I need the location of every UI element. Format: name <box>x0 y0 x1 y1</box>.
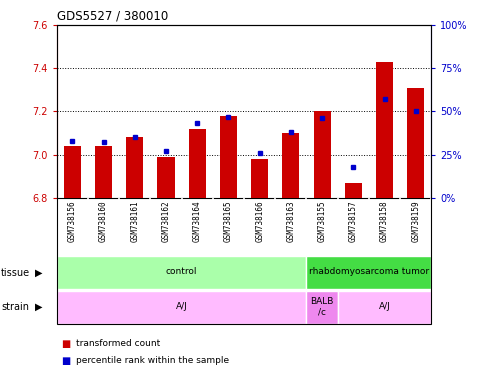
Text: GSM738166: GSM738166 <box>255 200 264 242</box>
Bar <box>95 146 112 198</box>
Bar <box>189 129 206 198</box>
Bar <box>307 256 431 289</box>
Text: GSM738157: GSM738157 <box>349 200 358 242</box>
Bar <box>57 291 307 324</box>
Text: GSM738162: GSM738162 <box>162 200 171 242</box>
Text: tissue: tissue <box>1 268 30 278</box>
Text: percentile rank within the sample: percentile rank within the sample <box>76 356 230 366</box>
Bar <box>220 116 237 198</box>
Text: ▶: ▶ <box>35 302 42 312</box>
Bar <box>307 291 338 324</box>
Text: GSM738164: GSM738164 <box>193 200 202 242</box>
Text: ■: ■ <box>62 339 71 349</box>
Bar <box>314 111 331 198</box>
Bar <box>376 62 393 198</box>
Text: GSM738163: GSM738163 <box>286 200 295 242</box>
Text: rhabdomyosarcoma tumor: rhabdomyosarcoma tumor <box>309 267 429 276</box>
Bar <box>251 159 268 198</box>
Text: GSM738159: GSM738159 <box>411 200 420 242</box>
Text: A/J: A/J <box>176 302 187 311</box>
Bar <box>407 88 424 198</box>
Bar <box>64 146 81 198</box>
Bar <box>57 256 307 289</box>
Text: strain: strain <box>1 302 29 312</box>
Text: GSM738160: GSM738160 <box>99 200 108 242</box>
Text: GSM738156: GSM738156 <box>68 200 77 242</box>
Bar <box>126 137 143 198</box>
Bar <box>345 183 362 198</box>
Text: GSM738158: GSM738158 <box>380 200 389 242</box>
Text: GDS5527 / 380010: GDS5527 / 380010 <box>57 9 168 22</box>
Text: transformed count: transformed count <box>76 339 161 348</box>
Bar <box>157 157 175 198</box>
Text: A/J: A/J <box>379 302 390 311</box>
Text: ▶: ▶ <box>35 268 42 278</box>
Bar <box>282 133 299 198</box>
Text: BALB
/c: BALB /c <box>311 297 334 316</box>
Text: ■: ■ <box>62 356 71 366</box>
Text: control: control <box>166 267 197 276</box>
Bar <box>338 291 431 324</box>
Text: GSM738165: GSM738165 <box>224 200 233 242</box>
Text: GSM738155: GSM738155 <box>317 200 326 242</box>
Text: GSM738161: GSM738161 <box>130 200 139 242</box>
